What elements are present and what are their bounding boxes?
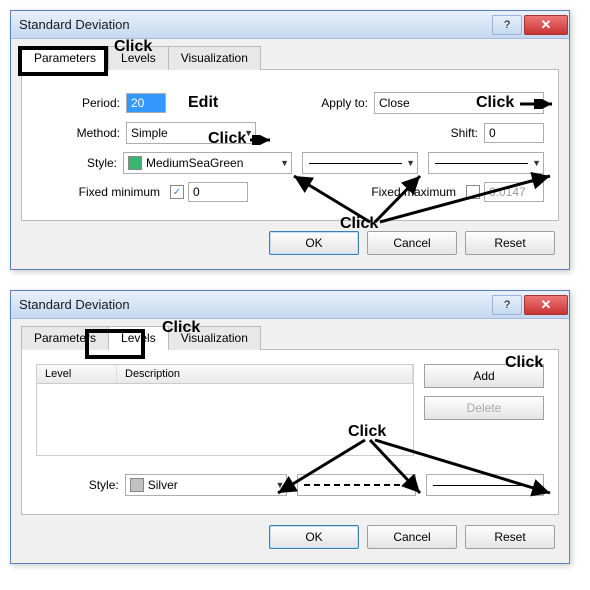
method-value: Simple bbox=[131, 126, 168, 140]
linestyle-select[interactable]: ▼ bbox=[297, 474, 415, 496]
cancel-button[interactable]: Cancel bbox=[367, 525, 457, 549]
label-fixedmin: Fixed minimum bbox=[36, 185, 166, 199]
col-description: Description bbox=[117, 365, 413, 383]
color-swatch bbox=[130, 478, 144, 492]
chevron-down-icon: ▼ bbox=[244, 128, 253, 138]
button-row: OK Cancel Reset bbox=[21, 221, 559, 259]
cancel-button[interactable]: Cancel bbox=[367, 231, 457, 255]
add-button[interactable]: Add bbox=[424, 364, 544, 388]
tab-strip: Parameters Levels Visualization bbox=[21, 325, 559, 350]
levels-list[interactable] bbox=[36, 384, 414, 456]
chevron-down-icon: ▼ bbox=[404, 480, 413, 490]
tab-visualization[interactable]: Visualization bbox=[168, 326, 261, 350]
tab-levels[interactable]: Levels bbox=[108, 46, 169, 70]
button-row: OK Cancel Reset bbox=[21, 515, 559, 553]
chevron-down-icon: ▼ bbox=[406, 158, 415, 168]
fixedmax-checkbox[interactable] bbox=[466, 185, 480, 199]
levels-header: Level Description bbox=[36, 364, 414, 384]
help-button[interactable]: ? bbox=[492, 295, 522, 315]
line-sample bbox=[433, 485, 528, 486]
titlebar[interactable]: Standard Deviation ? ✕ bbox=[11, 291, 569, 319]
tab-parameters[interactable]: Parameters bbox=[21, 46, 109, 70]
window-title: Standard Deviation bbox=[19, 297, 491, 312]
label-style: Style: bbox=[36, 478, 125, 492]
reset-button[interactable]: Reset bbox=[465, 231, 555, 255]
linewidth-select[interactable]: ▼ bbox=[428, 152, 544, 174]
chevron-down-icon: ▼ bbox=[532, 98, 541, 108]
chevron-down-icon: ▼ bbox=[532, 480, 541, 490]
reset-button[interactable]: Reset bbox=[465, 525, 555, 549]
chevron-down-icon: ▼ bbox=[532, 158, 541, 168]
label-method: Method: bbox=[36, 126, 126, 140]
close-button[interactable]: ✕ bbox=[524, 15, 568, 35]
color-swatch bbox=[128, 156, 142, 170]
line-sample bbox=[435, 163, 528, 164]
color-name: Silver bbox=[148, 478, 178, 492]
panel-parameters: Period: Apply to: Close ▼ Method: Simple… bbox=[21, 70, 559, 221]
window-title: Standard Deviation bbox=[19, 17, 491, 32]
method-select[interactable]: Simple ▼ bbox=[126, 122, 256, 144]
color-select[interactable]: Silver ▼ bbox=[125, 474, 288, 496]
chevron-down-icon: ▼ bbox=[280, 158, 289, 168]
label-style: Style: bbox=[36, 156, 123, 170]
line-sample-dash bbox=[304, 484, 399, 486]
tab-strip: Parameters Levels Visualization bbox=[21, 45, 559, 70]
col-level: Level bbox=[37, 365, 117, 383]
titlebar[interactable]: Standard Deviation ? ✕ bbox=[11, 11, 569, 39]
color-name: MediumSeaGreen bbox=[146, 156, 243, 170]
tab-levels[interactable]: Levels bbox=[108, 326, 169, 350]
ok-button[interactable]: OK bbox=[269, 231, 359, 255]
fixedmin-input[interactable] bbox=[188, 182, 248, 202]
tab-parameters[interactable]: Parameters bbox=[21, 326, 109, 350]
panel-levels: Level Description Add Delete Style: Silv… bbox=[21, 350, 559, 515]
close-button[interactable]: ✕ bbox=[524, 295, 568, 315]
label-period: Period: bbox=[36, 96, 126, 110]
line-sample bbox=[309, 163, 402, 164]
help-button[interactable]: ? bbox=[492, 15, 522, 35]
ok-button[interactable]: OK bbox=[269, 525, 359, 549]
fixedmin-checkbox[interactable]: ✓ bbox=[170, 185, 184, 199]
label-applyto: Apply to: bbox=[302, 96, 374, 110]
applyto-select[interactable]: Close ▼ bbox=[374, 92, 544, 114]
chevron-down-icon: ▼ bbox=[275, 480, 284, 490]
label-shift: Shift: bbox=[412, 126, 484, 140]
delete-button: Delete bbox=[424, 396, 544, 420]
linestyle-select[interactable]: ▼ bbox=[302, 152, 418, 174]
dialog-parameters: Standard Deviation ? ✕ Parameters Levels… bbox=[10, 10, 570, 270]
side-buttons: Add Delete bbox=[424, 364, 544, 456]
applyto-value: Close bbox=[379, 96, 410, 110]
tab-visualization[interactable]: Visualization bbox=[168, 46, 261, 70]
dialog-levels: Standard Deviation ? ✕ Parameters Levels… bbox=[10, 290, 570, 564]
fixedmax-input bbox=[484, 182, 544, 202]
linewidth-select[interactable]: ▼ bbox=[426, 474, 544, 496]
color-select[interactable]: MediumSeaGreen ▼ bbox=[123, 152, 292, 174]
shift-input[interactable] bbox=[484, 123, 544, 143]
period-input[interactable] bbox=[126, 93, 166, 113]
label-fixedmax: Fixed maximum bbox=[362, 185, 462, 199]
